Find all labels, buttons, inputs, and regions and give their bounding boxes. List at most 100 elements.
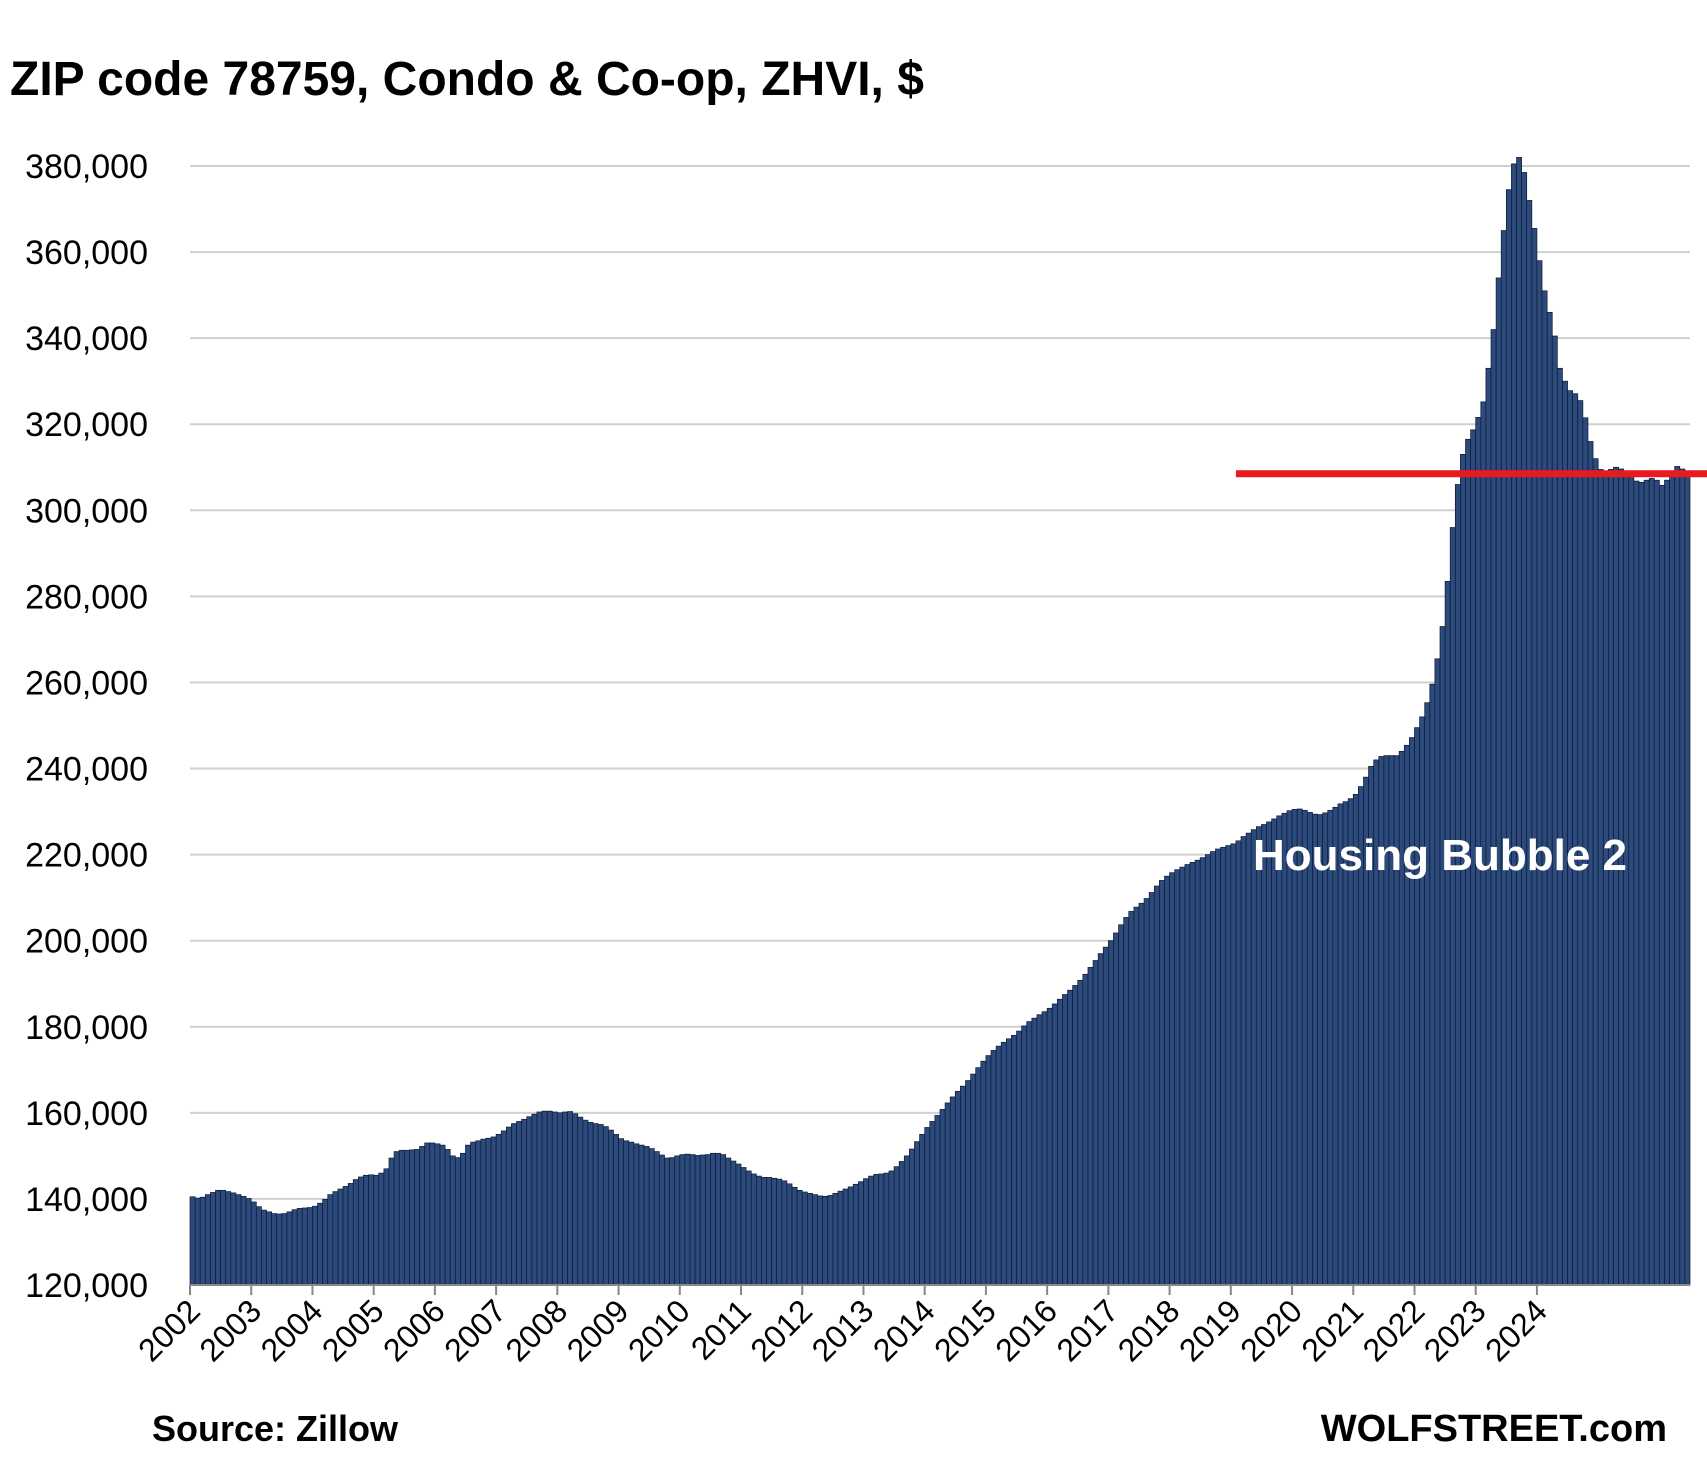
y-tick-label: 120,000 — [25, 1267, 148, 1305]
bar — [674, 1155, 681, 1286]
bar — [878, 1173, 885, 1286]
annotation-label: Housing Bubble 2 — [1253, 831, 1627, 880]
bar — [556, 1112, 563, 1286]
bar — [1255, 826, 1262, 1286]
bar — [827, 1195, 834, 1286]
bar — [1301, 809, 1308, 1286]
bar — [1505, 189, 1512, 1286]
bar — [572, 1113, 579, 1286]
bar — [398, 1149, 405, 1286]
bar — [1679, 468, 1686, 1286]
bar — [327, 1194, 334, 1286]
x-tick-label: 2013 — [805, 1292, 881, 1368]
bar — [1097, 953, 1104, 1286]
bar — [1485, 367, 1492, 1286]
bar — [1296, 808, 1303, 1286]
bar — [393, 1151, 400, 1286]
bar — [424, 1142, 431, 1286]
bar — [454, 1157, 461, 1286]
y-tick-label: 140,000 — [25, 1181, 148, 1219]
bar — [1546, 311, 1553, 1286]
bar — [245, 1198, 252, 1286]
bar — [480, 1138, 487, 1286]
bar — [699, 1154, 706, 1286]
y-tick-label: 220,000 — [25, 837, 148, 875]
bar — [735, 1163, 742, 1286]
bar — [347, 1183, 354, 1286]
bar — [1036, 1014, 1043, 1286]
source-label: Source: Zillow — [152, 1408, 399, 1449]
bar — [1230, 843, 1237, 1286]
x-tick-label: 2009 — [560, 1292, 636, 1368]
bar — [1184, 864, 1191, 1286]
x-tick-label: 2008 — [499, 1292, 575, 1368]
bar — [1414, 727, 1420, 1286]
bar — [1000, 1041, 1007, 1286]
bar — [939, 1109, 946, 1286]
bar — [1113, 932, 1119, 1286]
y-tick-label: 180,000 — [25, 1009, 148, 1047]
x-tick-label: 2005 — [315, 1292, 391, 1368]
bar — [1123, 917, 1130, 1286]
bar — [1403, 744, 1410, 1286]
bar — [317, 1202, 324, 1286]
bar — [1087, 967, 1094, 1286]
bar — [505, 1126, 512, 1286]
bar — [618, 1138, 625, 1286]
bar — [296, 1208, 303, 1286]
bar — [368, 1174, 375, 1286]
bar — [194, 1197, 201, 1286]
bar — [822, 1195, 829, 1286]
bar — [1419, 716, 1426, 1286]
x-tick-label: 2019 — [1172, 1292, 1248, 1368]
bar — [577, 1116, 584, 1286]
bar — [791, 1186, 798, 1286]
bar — [414, 1149, 420, 1286]
bar — [1092, 960, 1099, 1286]
bar — [460, 1152, 466, 1286]
bar — [1653, 479, 1660, 1286]
bar — [1674, 466, 1681, 1286]
bar — [796, 1189, 803, 1286]
bar — [893, 1166, 900, 1286]
bar — [1664, 479, 1670, 1286]
bar — [363, 1174, 369, 1286]
bar — [689, 1154, 696, 1286]
bar — [761, 1177, 767, 1286]
bar — [409, 1149, 415, 1286]
bar — [1551, 335, 1558, 1286]
bar — [740, 1167, 747, 1286]
bar — [1138, 902, 1145, 1286]
bar — [944, 1102, 951, 1286]
bar — [1240, 836, 1247, 1286]
bar — [449, 1155, 456, 1286]
bar — [531, 1113, 538, 1286]
bar — [255, 1206, 262, 1286]
bar — [1164, 875, 1170, 1286]
bar — [1526, 200, 1533, 1286]
chart-title: ZIP code 78759, Condo & Co-op, ZHVI, $ — [10, 53, 924, 106]
x-tick-label: 2017 — [1050, 1292, 1126, 1368]
x-tick-label: 2020 — [1233, 1292, 1309, 1368]
bar — [1531, 228, 1538, 1286]
bar — [261, 1209, 267, 1286]
bar — [485, 1137, 492, 1286]
bar — [786, 1183, 793, 1286]
bar — [419, 1146, 426, 1286]
bar — [1511, 163, 1517, 1286]
bar — [613, 1134, 619, 1286]
bar — [1199, 857, 1206, 1286]
bar — [704, 1154, 711, 1286]
bar — [898, 1161, 905, 1286]
bar — [1312, 813, 1318, 1286]
bar — [383, 1168, 390, 1286]
bar — [669, 1157, 676, 1286]
bar — [817, 1195, 824, 1286]
bar — [342, 1186, 349, 1286]
bar — [995, 1045, 1002, 1286]
bar — [235, 1194, 242, 1286]
bar — [960, 1085, 966, 1286]
bar — [1638, 481, 1645, 1286]
bar — [1669, 473, 1676, 1286]
bar — [1169, 872, 1176, 1286]
